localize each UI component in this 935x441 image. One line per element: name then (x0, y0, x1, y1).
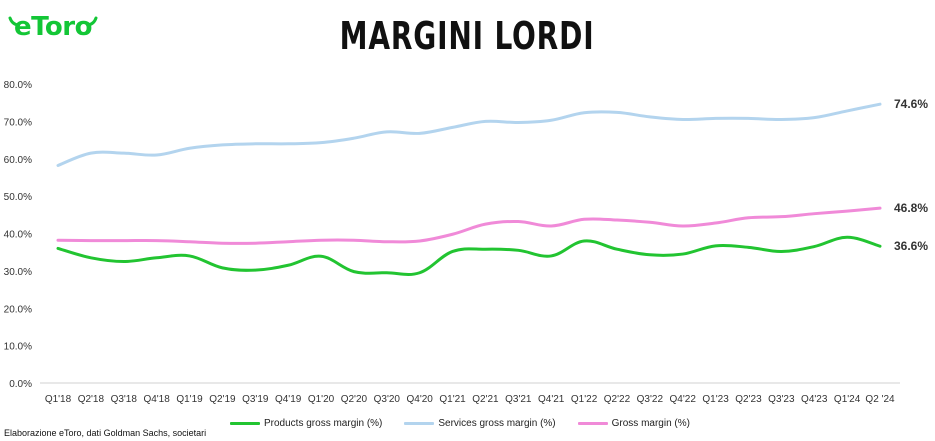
x-tick-label: Q4'23 (801, 394, 828, 405)
x-axis: Q1'18 Q2'18 Q3'18 Q4'18 Q1'19 Q2'19 Q3'19 Q4'19… (40, 382, 900, 405)
legend-item: Gross margin (%) (577, 418, 690, 429)
x-tick-label: Q2'21 (472, 394, 499, 405)
x-tick-label: Q1'18 (45, 394, 72, 405)
x-tick-label: Q4'20 (406, 394, 433, 405)
legend-label: Services gross margin (%) (438, 418, 556, 429)
x-tick-label: Q2'19 (209, 394, 236, 405)
legend: Products gross margin (%) Services gross … (230, 418, 690, 429)
source-note: Elaborazione eToro, dati Goldman Sachs, … (4, 428, 207, 438)
series-lines (56, 102, 882, 276)
x-tick-label: Q4'19 (275, 394, 302, 405)
x-tick-label: Q2'20 (341, 394, 368, 405)
y-tick-label: 80.0% (4, 80, 32, 91)
y-tick-label: 10.0% (4, 342, 32, 353)
x-tick-label: Q2'23 (735, 394, 762, 405)
x-tick-label: Q3'20 (374, 394, 401, 405)
y-tick-label: 50.0% (4, 192, 32, 203)
chart-title: MARGINI LORDI (339, 14, 595, 58)
y-tick-label: 40.0% (4, 230, 32, 241)
y-tick-label: 20.0% (4, 304, 32, 315)
x-tick-label: Q2'22 (604, 394, 631, 405)
x-tick-label: Q1'19 (176, 394, 203, 405)
x-tick-label: Q3'18 (111, 394, 138, 405)
x-tick-label: Q1'22 (571, 394, 598, 405)
end-labels: 36.6% 74.6% 46.8% (894, 97, 928, 253)
y-tick-label: 30.0% (4, 267, 32, 278)
series-line-1 (56, 102, 882, 167)
legend-swatch (577, 422, 608, 425)
series-end-label: 36.6% (894, 239, 928, 253)
x-tick-label: Q1'20 (308, 394, 335, 405)
series-line-0 (56, 235, 882, 276)
x-tick-label: Q3'23 (768, 394, 795, 405)
legend-label: Products gross margin (%) (264, 418, 383, 429)
etoro-logo (8, 16, 98, 27)
legend-swatch (404, 422, 435, 425)
x-tick-label: Q2'18 (78, 394, 105, 405)
y-tick-label: 0.0% (9, 379, 32, 390)
x-tick-label: Q1'24 (834, 394, 861, 405)
legend-swatch (230, 422, 260, 425)
x-tick-label: Q1'23 (702, 394, 729, 405)
y-tick-label: 70.0% (4, 117, 32, 128)
legend-item: Services gross margin (%) (404, 418, 556, 429)
x-tick-label: Q2 '24 (865, 394, 895, 405)
x-tick-label: Q4'18 (143, 394, 170, 405)
legend-label: Gross margin (%) (611, 418, 690, 429)
x-tick-label: Q3'22 (637, 394, 664, 405)
y-tick-label: 60.0% (4, 155, 32, 166)
series-end-label: 46.8% (894, 201, 928, 215)
series-end-label: 74.6% (894, 97, 928, 111)
etoro-logo-text: eToro (14, 12, 92, 42)
x-tick-label: Q4'21 (538, 394, 565, 405)
x-tick-label: Q3'21 (505, 394, 532, 405)
y-axis: 0.0% 10.0% 20.0% 30.0% 40.0% 50.0% 60.0% 70.0% 8… (4, 80, 32, 390)
x-tick-label: Q1'21 (439, 394, 466, 405)
series-line-2 (56, 206, 882, 245)
legend-item: Products gross margin (%) (230, 418, 382, 429)
x-tick-label: Q3'19 (242, 394, 269, 405)
x-tick-label: Q4'22 (670, 394, 697, 405)
